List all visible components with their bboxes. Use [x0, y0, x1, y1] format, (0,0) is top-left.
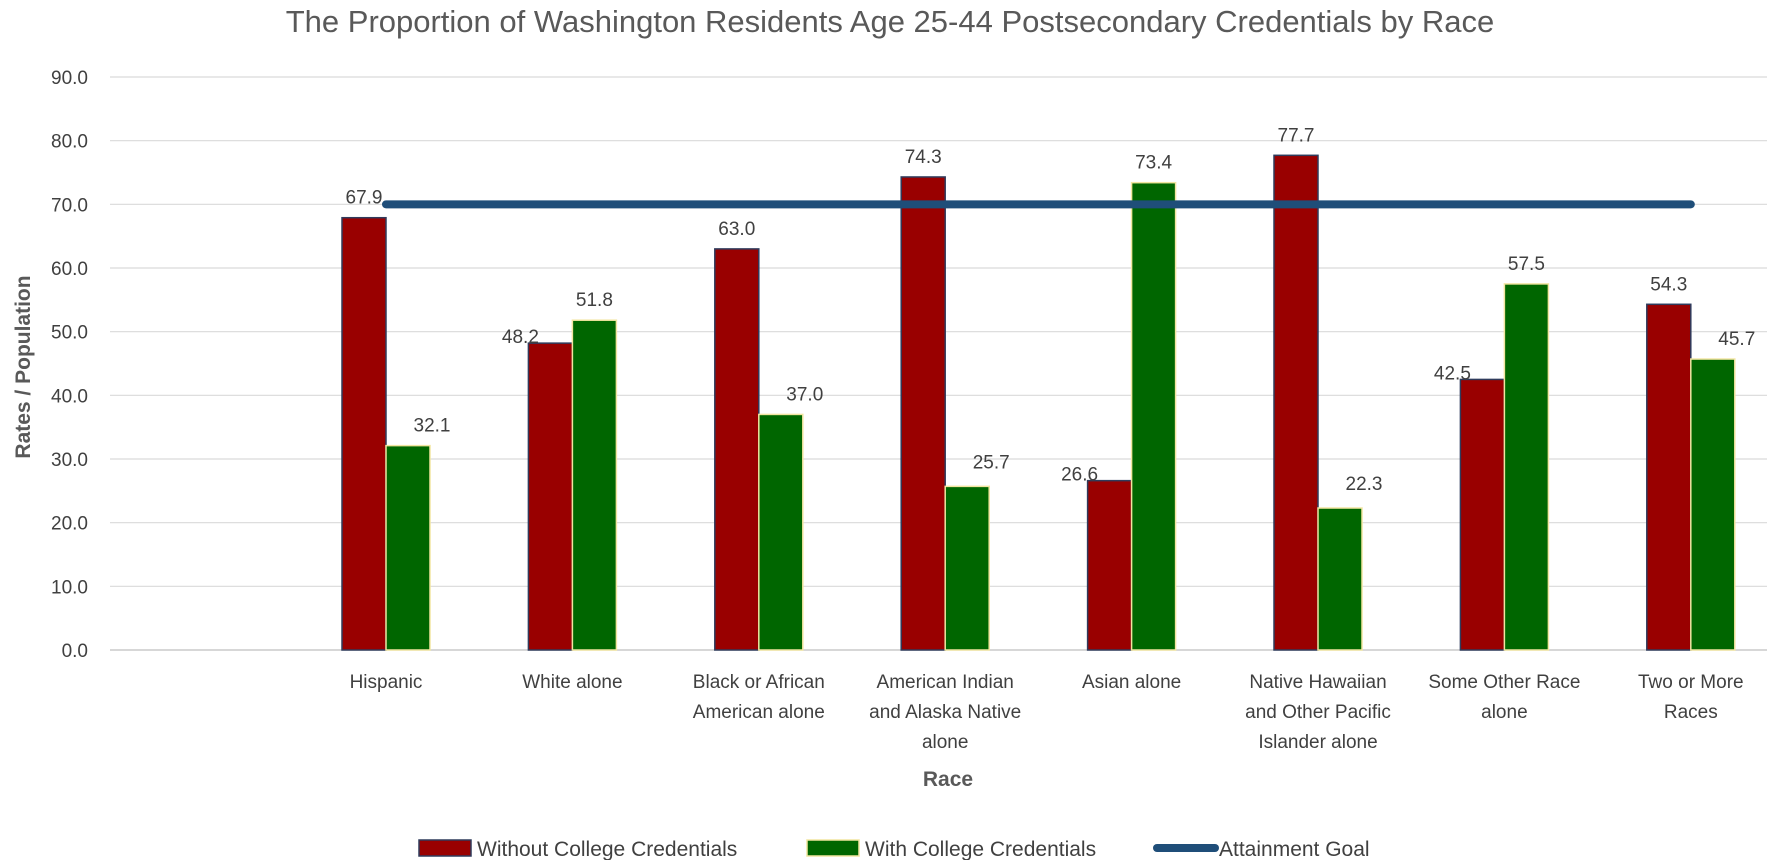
data-label: 77.7	[1278, 125, 1315, 146]
x-category-label-line: Two or More	[1638, 672, 1744, 693]
y-tick-label: 40.0	[51, 386, 88, 407]
legend-label: With College Credentials	[865, 838, 1096, 860]
x-category-label: White alone	[522, 672, 622, 693]
bar	[1273, 154, 1319, 651]
data-label: 74.3	[905, 147, 942, 168]
bar	[385, 444, 431, 651]
y-tick-label: 10.0	[51, 577, 88, 598]
x-axis-categories: Hispanic White alone Black or African Ameri…	[350, 672, 1744, 753]
x-category-label-line: White alone	[522, 672, 622, 693]
bar	[571, 319, 618, 651]
x-category-label: Black or African American alone	[693, 672, 825, 723]
x-axis-title: Race	[923, 768, 973, 791]
x-category-label-line: Native Hawaiian	[1249, 672, 1386, 693]
bar	[1130, 181, 1177, 651]
legend-label: Attainment Goal	[1219, 838, 1370, 860]
bar	[714, 248, 760, 651]
legend-swatch	[806, 839, 860, 857]
data-label: 48.2	[502, 327, 539, 348]
x-category-label-line: American alone	[693, 702, 825, 723]
data-label: 63.0	[718, 219, 755, 240]
bar	[1086, 479, 1133, 651]
x-category-label-line: alone	[1481, 702, 1528, 723]
data-label: 22.3	[1346, 474, 1383, 495]
bar	[1690, 358, 1736, 651]
bar	[1646, 303, 1692, 651]
bar	[944, 485, 990, 651]
x-category-label: Asian alone	[1082, 672, 1181, 693]
data-label: 25.7	[973, 452, 1010, 473]
x-category-label: Hispanic	[350, 672, 423, 693]
y-tick-label: 90.0	[51, 68, 88, 89]
x-category-label-line: Hispanic	[350, 672, 423, 693]
data-label: 42.5	[1434, 363, 1471, 384]
x-category-label-line: Some Other Race	[1428, 672, 1580, 693]
y-tick-label: 50.0	[51, 323, 88, 344]
x-category-label-line: and Other Pacific	[1245, 702, 1391, 723]
x-category-label-line: Races	[1664, 702, 1718, 723]
data-labels: 67.9 48.2 63.0 74.3 26.6 77.7 42.5 54.3 32.1 51.8…	[346, 125, 1756, 495]
x-category-label: Two or More Races	[1638, 672, 1744, 723]
bar	[900, 176, 946, 651]
bar	[1317, 507, 1363, 651]
bar	[1503, 283, 1550, 651]
y-tick-label: 70.0	[51, 195, 88, 216]
x-category-label: Some Other Race alone	[1428, 672, 1580, 723]
legend-label: Without College Credentials	[477, 838, 737, 860]
bar	[341, 216, 387, 651]
x-category-label: Native Hawaiian and Other Pacific Islander…	[1245, 672, 1391, 753]
y-tick-label: 0.0	[62, 641, 88, 662]
data-label: 51.8	[576, 290, 613, 311]
y-tick-label: 30.0	[51, 450, 88, 471]
y-tick-label: 60.0	[51, 259, 88, 280]
data-label: 54.3	[1650, 274, 1687, 295]
x-category-label: American Indian and Alaska Native alone	[869, 672, 1021, 753]
y-tick-label: 20.0	[51, 514, 88, 535]
data-label: 67.9	[346, 188, 383, 209]
legend-swatch	[418, 839, 472, 857]
bar	[1459, 378, 1506, 651]
y-axis-title: Rates / Population	[12, 275, 35, 458]
x-category-label-line: and Alaska Native	[869, 702, 1021, 723]
data-label: 26.6	[1061, 465, 1098, 486]
data-label: 37.0	[786, 384, 823, 405]
x-category-label-line: alone	[922, 732, 969, 753]
x-category-label-line: Black or African	[693, 672, 825, 693]
x-category-label-line: Islander alone	[1258, 732, 1377, 753]
chart-title: The Proportion of Washington Residents A…	[286, 4, 1495, 39]
y-tick-label: 80.0	[51, 132, 88, 153]
y-axis-ticks: 0.0 10.0 20.0 30.0 40.0 50.0 60.0 70.0 80.0 90.0	[51, 68, 88, 662]
bars	[341, 154, 1736, 651]
data-label: 73.4	[1135, 153, 1172, 174]
legend: Without College Credentials With College …	[418, 838, 1370, 860]
bar	[758, 413, 804, 651]
x-category-label-line: Asian alone	[1082, 672, 1181, 693]
bar	[527, 342, 574, 651]
data-label: 57.5	[1508, 254, 1545, 275]
x-category-label-line: American Indian	[877, 672, 1014, 693]
data-label: 45.7	[1718, 329, 1755, 350]
data-label: 32.1	[414, 416, 451, 437]
